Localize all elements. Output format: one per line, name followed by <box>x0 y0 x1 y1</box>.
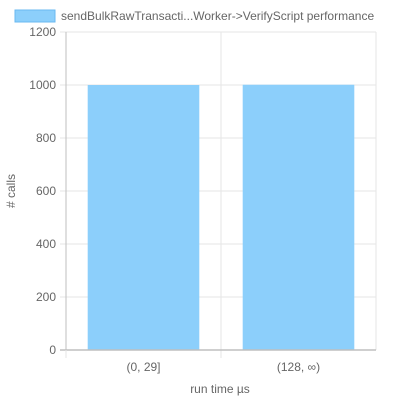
x-tick-label: (0, 29] <box>126 360 160 374</box>
y-tick-label: 0 <box>49 343 56 357</box>
legend-swatch <box>15 10 55 22</box>
x-axis-title: run time µs <box>190 382 250 396</box>
bar[interactable] <box>88 85 200 350</box>
legend[interactable]: sendBulkRawTransacti...Worker->VerifyScr… <box>15 9 374 23</box>
y-tick-labels: 0 200 400 600 800 1000 1200 <box>29 25 56 357</box>
x-tick-label: (128, ∞) <box>277 360 320 374</box>
y-tick-label: 1000 <box>29 78 56 92</box>
bar[interactable] <box>243 85 355 350</box>
y-tick-label: 1200 <box>29 25 56 39</box>
x-tick-labels: (0, 29] (128, ∞) <box>126 360 320 374</box>
legend-label: sendBulkRawTransacti...Worker->VerifyScr… <box>61 9 374 23</box>
y-tick-label: 800 <box>36 131 56 145</box>
y-tick-label: 400 <box>36 237 56 251</box>
y-axis-title: # calls <box>4 174 18 208</box>
y-tick-label: 600 <box>36 184 56 198</box>
y-tick-label: 200 <box>36 290 56 304</box>
